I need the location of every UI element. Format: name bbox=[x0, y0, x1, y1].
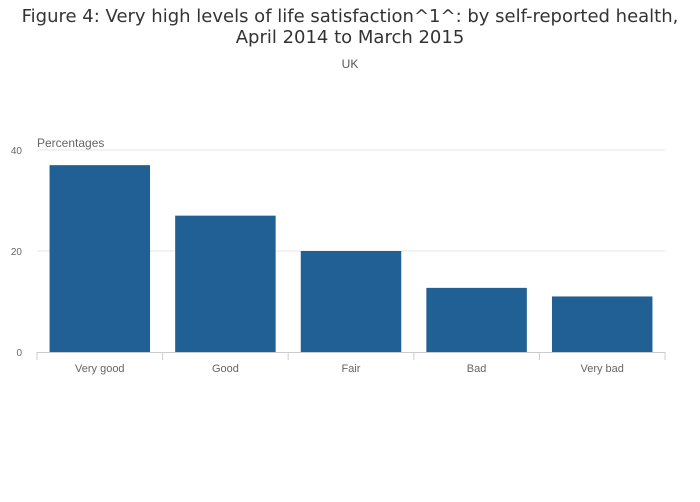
x-tick-label: Very good bbox=[75, 363, 125, 375]
y-tick-label: 40 bbox=[11, 146, 23, 157]
bar-very-good[interactable] bbox=[49, 165, 151, 352]
x-tick-label: Very bad bbox=[580, 363, 623, 375]
x-tick-label: Fair bbox=[342, 363, 361, 375]
chart-title-line-2: April 2014 to March 2015 bbox=[235, 27, 465, 48]
y-tick-label: 20 bbox=[11, 247, 23, 258]
axes: 0 20 40 Very good Good Fair Bad Very bad bbox=[11, 146, 666, 375]
chart-title-line-1: Figure 4: Very high levels of life satis… bbox=[21, 6, 679, 27]
chart-title: Figure 4: Very high levels of life satis… bbox=[0, 6, 700, 48]
y-tick-label: 0 bbox=[16, 348, 22, 359]
bar-fair[interactable] bbox=[300, 251, 402, 352]
bar-good[interactable] bbox=[175, 215, 276, 352]
bar-bad[interactable] bbox=[426, 287, 527, 352]
y-axis-label: Percentages bbox=[37, 136, 104, 150]
bar-very-bad[interactable] bbox=[551, 296, 653, 352]
bars bbox=[49, 165, 653, 352]
chart-subtitle: UK bbox=[341, 57, 359, 71]
x-tick-label: Bad bbox=[467, 363, 487, 375]
x-tick-label: Good bbox=[212, 363, 239, 375]
